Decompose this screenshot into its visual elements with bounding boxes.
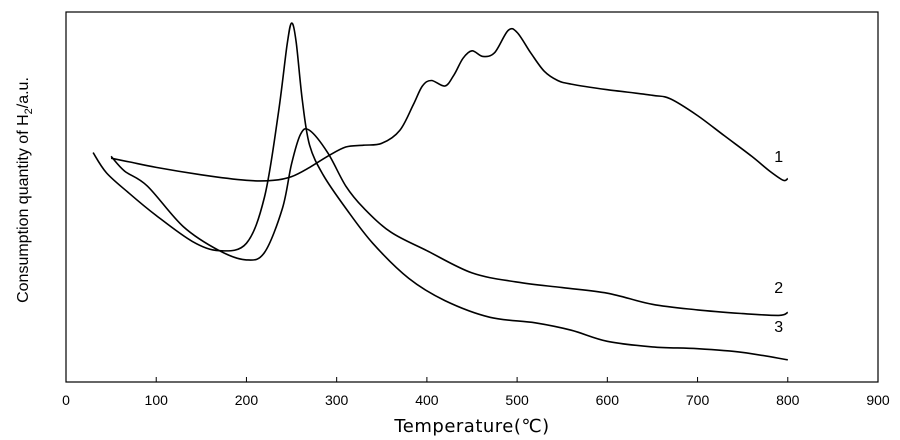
x-tick-label: 500	[505, 392, 529, 408]
plot-border	[65, 11, 879, 383]
y-axis-label-subscript: 2	[23, 108, 35, 114]
x-tick-label: 0	[62, 392, 70, 408]
series-line-1	[110, 27, 789, 182]
x-tick-label: 700	[686, 392, 710, 408]
x-tick-label: 600	[596, 392, 620, 408]
x-tick-label: 200	[235, 392, 259, 408]
y-axis-label: Consumption quantity of H2/a.u.	[15, 77, 35, 303]
y-axis-label-main: Consumption quantity of H	[15, 114, 32, 303]
series-label-3: 3	[774, 319, 783, 336]
series-labels: 1 2 3	[774, 149, 783, 336]
x-tick-label: 900	[866, 392, 890, 408]
series-layer	[92, 22, 789, 361]
plot-frame	[65, 11, 879, 383]
series-label-2: 2	[774, 280, 783, 297]
series-label-1: 1	[774, 149, 783, 166]
y-axis-label-suffix: /a.u.	[15, 77, 32, 108]
series-line-3	[92, 22, 788, 361]
x-tick-label: 400	[415, 392, 439, 408]
x-tick-label: 100	[145, 392, 169, 408]
x-axis-ticks: 0 100 200 300 400 500 600 700 800 900	[62, 377, 890, 408]
x-tick-label: 300	[325, 392, 349, 408]
x-tick-label: 800	[776, 392, 800, 408]
series-line-2	[110, 127, 789, 317]
x-axis-label: Temperature(℃)	[393, 416, 549, 437]
